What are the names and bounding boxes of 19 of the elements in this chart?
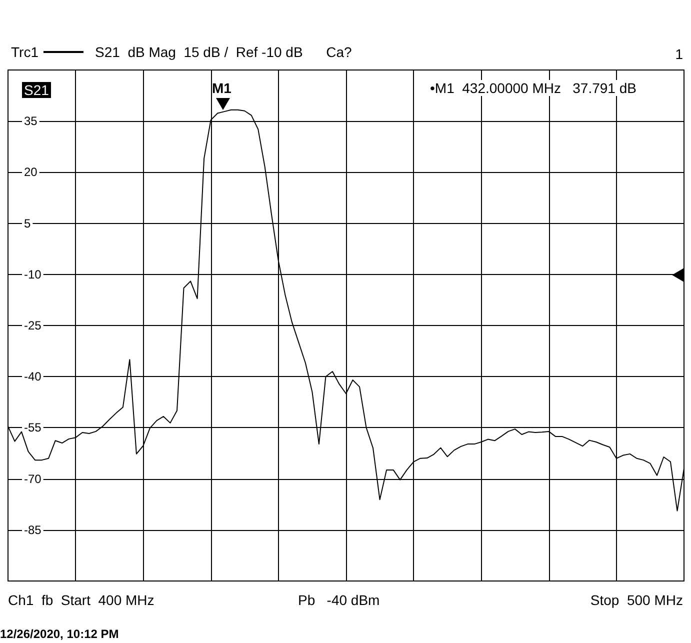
y-tick-label: -85: [24, 522, 42, 537]
y-tick-label: 5: [24, 216, 31, 230]
annotation: •M1 432.00000 MHz 37.791 dB: [430, 80, 636, 96]
y-tick-label: -70: [24, 472, 42, 486]
text: Stop 500 MHz: [590, 592, 683, 608]
text: 1: [675, 46, 683, 62]
legend-label: Trc1: [10, 44, 39, 60]
y-tick-label: -40: [24, 370, 42, 384]
chart-title: S21 dB Mag 15 dB / Ref -10 dB Ca?: [95, 44, 352, 60]
y-tick-label: -55: [24, 420, 42, 435]
y-tick-label: -25: [24, 318, 42, 332]
y-tick-label: 35: [24, 114, 38, 128]
text: Ch1 fb Start 400 MHz: [8, 592, 154, 608]
y-tick-label: 20: [24, 165, 38, 180]
text: Pb -40 dBm: [298, 592, 380, 608]
y-tick-label: -10: [24, 267, 42, 282]
annotation: M1: [212, 80, 232, 96]
annotation: S21: [22, 82, 51, 98]
text: 12/26/2020, 10:12 PM: [0, 626, 119, 642]
